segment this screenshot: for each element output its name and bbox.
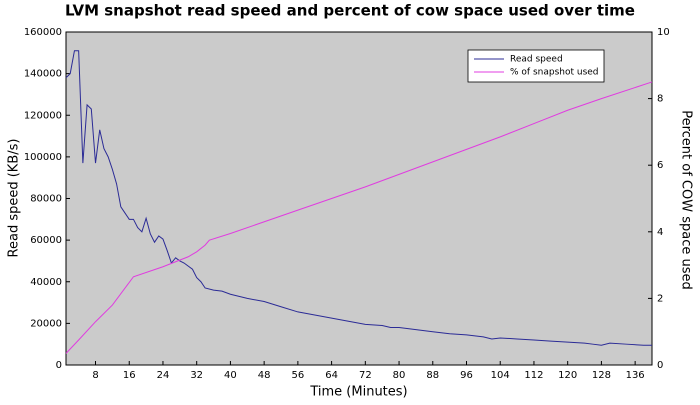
x-tick-label: 40 [224, 370, 237, 381]
x-tick-label: 56 [292, 370, 305, 381]
x-tick-label: 136 [626, 370, 645, 381]
y-tick-label: 160000 [24, 27, 62, 38]
x-tick-label: 24 [157, 370, 170, 381]
legend-label: Read speed [510, 55, 563, 65]
x-tick-label: 64 [325, 370, 338, 381]
chart-title: LVM snapshot read speed and percent of c… [65, 2, 635, 20]
x-tick-label: 120 [558, 370, 577, 381]
y2-tick-label: 0 [657, 360, 663, 371]
legend-label: % of snapshot used [510, 68, 599, 78]
y-tick-label: 100000 [24, 152, 62, 163]
y-tick-label: 120000 [24, 110, 62, 121]
y2-tick-label: 6 [657, 160, 663, 171]
x-tick-label: 80 [393, 370, 406, 381]
y-tick-label: 140000 [24, 69, 62, 80]
x-tick-label: 8 [92, 370, 98, 381]
x-tick-label: 32 [190, 370, 203, 381]
line [65, 50, 652, 346]
x-tick-label: 96 [460, 370, 473, 381]
y-axis-label: Read speed (KB/s) [7, 139, 22, 258]
y-tick-label: 80000 [30, 194, 62, 205]
y-tick-label: 0 [56, 360, 62, 371]
x-tick-label: 16 [123, 370, 136, 381]
y-tick-label: 20000 [30, 318, 62, 329]
x-tick-label: 88 [426, 370, 439, 381]
y-tick-label: 60000 [30, 235, 62, 246]
x-tick-label: 48 [258, 370, 271, 381]
x-tick-label: 104 [491, 370, 510, 381]
plot-area [65, 31, 653, 366]
x-tick-label: 72 [359, 370, 372, 381]
y2-axis-label: Percent of COW space used [679, 110, 694, 290]
y2-tick-label: 4 [657, 227, 663, 238]
legend-box [467, 49, 605, 83]
x-axis-label: Time (Minutes) [309, 385, 407, 400]
y2-tick-label: 8 [657, 94, 663, 105]
y-tick-label: 40000 [30, 277, 62, 288]
line [65, 81, 653, 354]
y2-tick-label: 2 [657, 293, 663, 304]
x-tick-label: 112 [524, 370, 543, 381]
x-tick-label: 128 [592, 370, 611, 381]
y2-tick-label: 10 [657, 27, 670, 38]
